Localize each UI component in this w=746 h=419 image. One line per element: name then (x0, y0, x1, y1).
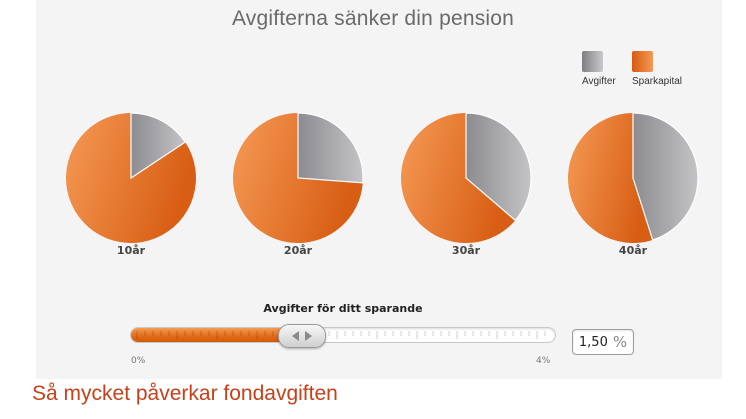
arrow-right-icon (305, 331, 312, 341)
fee-value-field[interactable]: 1,50 % (572, 329, 634, 355)
pie-label-30-years: 30år (451, 244, 481, 257)
pie-graphic (66, 112, 196, 243)
legend-savings: Sparkapital (632, 51, 702, 87)
fee-slider-min-label: 0% (131, 356, 146, 366)
pie-slice-fees (130, 112, 187, 180)
legend-savings-label: Sparkapital (632, 76, 683, 87)
fee-slider-title: Avgifter för ditt sparande (263, 302, 423, 315)
pie-chart-10-years: 10år (65, 112, 197, 257)
legend-savings-swatch (632, 51, 653, 72)
pie-chart-20-years: 20år (232, 112, 364, 257)
pie-label-20-years: 20år (283, 244, 313, 257)
pie-graphic (568, 112, 699, 243)
chart-title: Avgifterna sänker din pension (231, 7, 515, 30)
fee-slider-ticks (136, 331, 546, 339)
pie-slice-fees (297, 112, 364, 184)
caption: Så mycket påverkar fondavgiften (32, 382, 338, 405)
fee-unit: % (612, 333, 628, 351)
arrow-left-icon (292, 331, 299, 341)
fee-slider-track[interactable] (130, 327, 556, 343)
fee-value: 1,50 (578, 334, 608, 350)
pie-graphic (233, 112, 364, 243)
pie-label-40-years: 40år (618, 244, 648, 257)
legend-fees-swatch (582, 51, 603, 72)
fee-slider-fill (131, 328, 302, 342)
pie-slice-fees (465, 112, 532, 222)
pie-slice-savings (568, 113, 653, 243)
pie-slice-fees (632, 112, 699, 241)
pie-chart-40-years: 40år (567, 112, 699, 257)
pie-chart-30-years: 30år (400, 112, 532, 257)
legend-fees: Avgifter (582, 51, 652, 87)
pie-label-10-years: 10år (116, 244, 146, 257)
pie-slice-savings (401, 113, 516, 244)
pie-graphic (401, 112, 532, 244)
fee-slider-thumb[interactable] (278, 324, 326, 348)
legend-fees-label: Avgifter (582, 76, 616, 87)
fee-slider-max-label: 4% (536, 356, 551, 366)
